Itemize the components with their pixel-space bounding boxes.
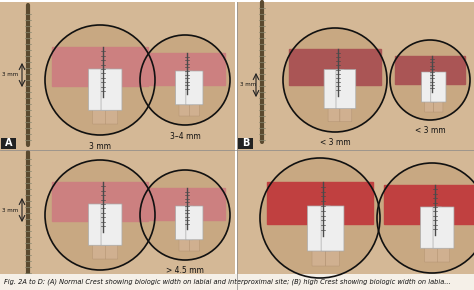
- FancyBboxPatch shape: [105, 105, 118, 124]
- FancyBboxPatch shape: [312, 245, 326, 266]
- FancyBboxPatch shape: [324, 70, 344, 109]
- FancyBboxPatch shape: [179, 100, 189, 116]
- FancyBboxPatch shape: [93, 105, 105, 124]
- FancyBboxPatch shape: [179, 235, 189, 251]
- Wedge shape: [85, 54, 113, 68]
- Wedge shape: [183, 194, 206, 205]
- Bar: [52, 182, 148, 220]
- FancyBboxPatch shape: [326, 245, 339, 266]
- Circle shape: [390, 40, 470, 120]
- Wedge shape: [419, 61, 439, 71]
- FancyBboxPatch shape: [186, 71, 203, 105]
- FancyBboxPatch shape: [105, 240, 118, 259]
- Text: 3 mm: 3 mm: [89, 142, 111, 151]
- FancyBboxPatch shape: [1, 137, 17, 148]
- Wedge shape: [85, 189, 113, 203]
- FancyBboxPatch shape: [175, 71, 193, 105]
- Text: < 3 mm: < 3 mm: [319, 138, 350, 147]
- Circle shape: [260, 158, 380, 278]
- Bar: [237, 150, 474, 290]
- Wedge shape: [333, 56, 359, 68]
- Text: > 3 mm: > 3 mm: [85, 276, 115, 285]
- FancyBboxPatch shape: [425, 243, 437, 262]
- Text: 3 mm: 3 mm: [2, 72, 18, 77]
- Wedge shape: [173, 194, 195, 205]
- Bar: [52, 47, 148, 86]
- Bar: [289, 49, 381, 85]
- Bar: [146, 53, 225, 84]
- Text: < 3 mm: < 3 mm: [415, 126, 445, 135]
- FancyBboxPatch shape: [101, 69, 122, 110]
- FancyBboxPatch shape: [394, 276, 410, 287]
- FancyBboxPatch shape: [308, 206, 330, 251]
- Bar: [383, 185, 474, 224]
- Wedge shape: [304, 190, 334, 205]
- FancyBboxPatch shape: [93, 240, 105, 259]
- FancyBboxPatch shape: [340, 104, 352, 122]
- FancyBboxPatch shape: [89, 69, 109, 110]
- FancyBboxPatch shape: [1, 276, 17, 287]
- FancyBboxPatch shape: [186, 206, 203, 240]
- FancyBboxPatch shape: [238, 137, 254, 148]
- Bar: [0, 274, 474, 290]
- Wedge shape: [318, 190, 347, 205]
- FancyBboxPatch shape: [422, 72, 437, 102]
- Wedge shape: [430, 192, 457, 206]
- Text: 3–4 mm: 3–4 mm: [170, 132, 201, 141]
- FancyBboxPatch shape: [101, 204, 122, 245]
- Wedge shape: [183, 59, 206, 70]
- Text: 3 mm: 3 mm: [240, 82, 256, 88]
- FancyBboxPatch shape: [434, 98, 443, 112]
- FancyBboxPatch shape: [425, 98, 434, 112]
- Text: Patient A: Patient A: [303, 283, 337, 290]
- Circle shape: [377, 163, 474, 273]
- Wedge shape: [173, 59, 195, 70]
- Bar: [267, 182, 373, 224]
- Text: D: D: [398, 277, 406, 287]
- Text: 3 mm: 3 mm: [2, 208, 18, 213]
- FancyBboxPatch shape: [321, 206, 344, 251]
- Wedge shape: [428, 61, 448, 71]
- FancyBboxPatch shape: [433, 207, 454, 248]
- FancyBboxPatch shape: [336, 70, 356, 109]
- Text: B: B: [242, 138, 250, 148]
- FancyBboxPatch shape: [437, 243, 450, 262]
- FancyBboxPatch shape: [175, 206, 193, 240]
- Circle shape: [140, 170, 230, 260]
- Bar: [146, 188, 225, 220]
- FancyBboxPatch shape: [189, 100, 200, 116]
- Text: C: C: [5, 277, 13, 287]
- Text: A: A: [5, 138, 13, 148]
- Text: > 4.5 mm: > 4.5 mm: [166, 266, 204, 275]
- Circle shape: [140, 35, 230, 125]
- Wedge shape: [321, 56, 347, 68]
- Wedge shape: [98, 54, 125, 68]
- Text: Fig. 2A to D: (A) Normal Crest showing biologic width on labial and interproxima: Fig. 2A to D: (A) Normal Crest showing b…: [4, 279, 451, 285]
- Circle shape: [45, 160, 155, 270]
- Wedge shape: [417, 192, 445, 206]
- FancyBboxPatch shape: [189, 235, 200, 251]
- Text: Patient B: Patient B: [415, 278, 449, 287]
- Bar: [395, 56, 465, 84]
- FancyBboxPatch shape: [420, 207, 441, 248]
- Circle shape: [45, 25, 155, 135]
- FancyBboxPatch shape: [431, 72, 446, 102]
- Bar: [0, 150, 235, 290]
- Bar: [237, 2, 474, 150]
- FancyBboxPatch shape: [328, 104, 340, 122]
- Bar: [0, 2, 235, 150]
- FancyBboxPatch shape: [89, 204, 109, 245]
- Wedge shape: [98, 189, 125, 203]
- Circle shape: [283, 28, 387, 132]
